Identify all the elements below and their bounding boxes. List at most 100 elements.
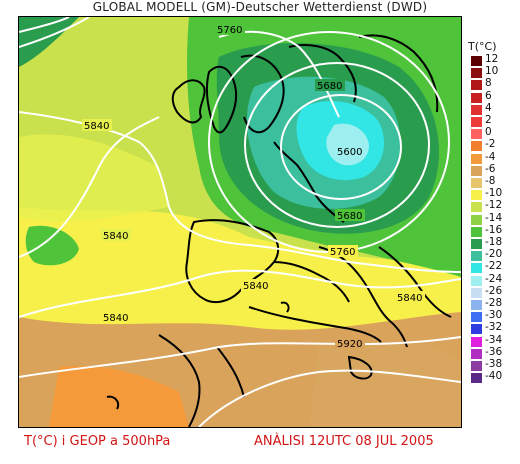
legend-label: -40 [485,370,503,383]
legend-swatch [471,336,482,347]
legend-swatch [471,92,482,103]
legend-label: -10 [485,187,503,200]
legend-label: -36 [485,345,503,358]
contour-label: 5840 [103,313,128,324]
legend-entry: -32 [468,321,520,335]
contour-line [244,62,430,228]
footer-variable-label: T(°C) i GEOP a 500hPa [24,434,171,449]
legend-entry: -14 [468,211,520,226]
legend-swatch [471,263,482,274]
legend-label: 6 [485,89,492,102]
legend-label: 12 [485,53,499,65]
legend-swatch [471,251,482,262]
legend-entry: -24 [468,272,520,287]
legend-entry: 12 [468,53,520,67]
legend-entry: 4 [468,101,520,116]
legend-entry: -16 [468,223,520,238]
legend-swatch [471,117,482,127]
contour-label: 5680 [337,211,362,222]
contour-label: 5680 [317,81,342,92]
footer-analysis-time: ANÀLISI 12UTC 08 JUL 2005 [254,434,434,449]
legend-swatch [471,275,482,286]
legend-label: -16 [485,223,503,236]
legend-swatch [471,348,482,359]
legend-entry: -4 [468,150,520,165]
legend-entry: -38 [468,358,520,372]
legend-entry: -8 [468,175,520,189]
legend-entry: -28 [468,297,520,311]
temp-field-minus24 [326,123,369,166]
contour-label: 5840 [243,281,268,292]
legend-swatch [471,202,482,213]
weather-map: 5760 5680 5600 5840 5840 5680 5760 5840 … [18,16,462,428]
legend-label: 0 [485,126,492,139]
legend-entry: -30 [468,309,520,323]
legend-label: -24 [485,272,503,285]
legend-swatch [471,373,482,384]
contour-label: 5760 [330,247,355,258]
contour-labels: 5760 5680 5600 5840 5840 5680 5760 5840 … [82,23,425,350]
legend-swatch [471,287,482,298]
legend-label: -18 [485,236,503,248]
legend-label: -32 [485,321,503,334]
legend-entry: -2 [468,138,520,152]
contour-label: 5840 [103,231,128,242]
legend-label: -4 [485,150,496,163]
contour-label: 5760 [217,25,242,36]
legend-label: 2 [485,114,492,126]
legend-label: -20 [485,248,503,261]
contour-label: 5840 [84,121,109,132]
legend-label: -12 [485,199,503,212]
contour-line [198,369,461,427]
geopotential-contours [19,17,461,427]
legend-entry: -12 [468,199,520,213]
legend-entry: -26 [468,285,520,299]
contour-line [19,17,90,48]
chart-header: GLOBAL MODELL (GM)-Deutscher Wetterdiens… [92,0,428,14]
legend-swatch [471,300,482,310]
contour-line [19,17,70,33]
temperature-legend: 12 10 8 6 4 2 0 -2 -4 -6 -8 -10 -12 -14 -16 -18 -20 -22 -2… [468,53,520,388]
legend-label: -14 [485,211,503,224]
legend-swatch [471,190,482,201]
legend-swatch [471,153,482,164]
legend-label: -22 [485,260,503,273]
contour-label: 5920 [337,339,362,350]
legend-entry: -18 [468,236,520,250]
legend-entry: 6 [468,89,520,104]
map-canvas: 5760 5680 5600 5840 5840 5680 5760 5840 … [19,17,461,427]
contour-line [19,269,461,318]
legend-swatch [471,178,482,188]
legend-swatch [471,312,482,323]
legend-entry: -22 [468,260,520,274]
contour-line [19,336,461,378]
legend-entry: 8 [468,77,520,91]
legend-swatch [471,165,482,176]
legend-label: -8 [485,175,496,187]
legend-swatch [471,56,482,66]
legend-entry: 2 [468,114,520,128]
legend-entry: -10 [468,187,520,201]
legend-swatch [471,361,482,371]
legend-label: -2 [485,138,496,151]
legend-entry: -6 [468,163,520,177]
contour-label: 5840 [397,293,422,304]
coastlines [106,34,452,427]
legend-swatch [471,239,482,249]
legend-swatch [471,104,482,115]
legend-swatch [471,324,482,335]
legend-label: -38 [485,358,503,370]
contour-line [280,94,402,200]
legend-swatch [471,141,482,152]
legend-entry: 0 [468,126,520,140]
legend-title: T(°C) [468,40,497,53]
contour-line [19,116,160,258]
legend-label: 4 [485,101,492,114]
contour-label: 5600 [337,147,362,158]
legend-entry: 10 [468,65,520,79]
legend-label: -34 [485,333,503,346]
legend-swatch [471,80,482,91]
legend-swatch [471,129,482,140]
legend-label: 10 [485,65,499,78]
legend-entry: -40 [468,370,520,384]
